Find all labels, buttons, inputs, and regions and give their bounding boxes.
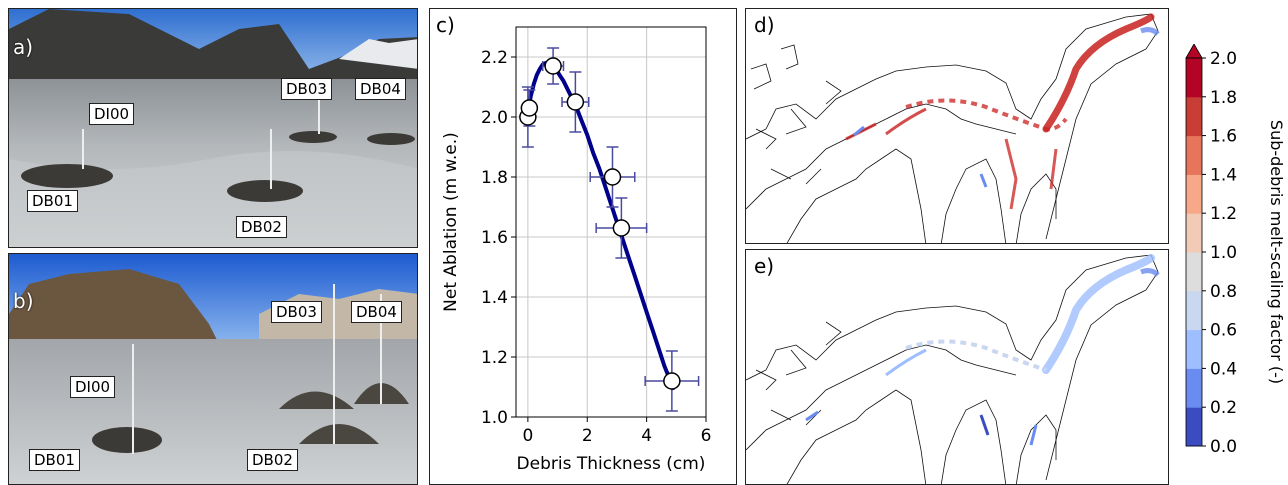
colorbar-tick-label: 1.4 xyxy=(1210,165,1237,185)
photo-panel-b: b) DI00 DB01 DB02 DB03 DB04 xyxy=(8,253,418,485)
fit-curve xyxy=(525,61,676,391)
colorbar-segment xyxy=(1186,174,1202,214)
colorbar-tick-label: 1.2 xyxy=(1210,204,1237,224)
photo-b-label-db01: DB01 xyxy=(29,449,80,471)
photo-b-image xyxy=(9,254,417,484)
plot-frame xyxy=(515,26,707,418)
y-tick-label: 2.0 xyxy=(481,108,508,128)
x-tick-label: 2 xyxy=(582,426,593,446)
x-tick-label: 4 xyxy=(641,426,652,446)
photo-a-label-db02: DB02 xyxy=(236,216,287,238)
colorbar-segment xyxy=(1186,329,1202,369)
map-d-letter: d) xyxy=(754,13,775,37)
x-axis-label: Debris Thickness (cm) xyxy=(517,454,706,474)
net-ablation-chart: 0 2 4 6 1.0 1.2 1.4 1.6 1.8 2.0 2.2 Debris Thicknes… xyxy=(441,26,712,474)
colorbar-tick-label: 1.6 xyxy=(1210,127,1237,147)
colorbar-tick-label: 0.4 xyxy=(1210,359,1237,379)
map-panel-e: e) xyxy=(745,249,1169,485)
colorbar-segment xyxy=(1186,96,1202,137)
photo-panel-a: a) DI00 DB01 DB02 DB03 DB04 xyxy=(8,8,418,248)
photo-b-letter: b) xyxy=(13,289,34,313)
data-point xyxy=(603,168,622,186)
y-tick-label: 1.8 xyxy=(481,168,508,188)
colorbar-tick-label: 1.8 xyxy=(1210,88,1237,108)
colorbar-tick-label: 2.0 xyxy=(1210,49,1237,69)
photo-b-label-db04: DB04 xyxy=(351,301,402,323)
y-tick-label: 1.6 xyxy=(481,228,508,248)
data-point xyxy=(663,372,681,390)
data-point xyxy=(544,57,562,75)
colorbar-segment xyxy=(1186,252,1202,292)
photo-a-label-db03: DB03 xyxy=(281,78,332,100)
colorbar-segment xyxy=(1186,407,1202,447)
colorbar-segment xyxy=(1186,368,1202,408)
colorbar-tick-label: 0.0 xyxy=(1210,437,1237,457)
colorbar-label: Sub-debris melt-scaling factor (-) xyxy=(1267,120,1286,384)
map-panel-d: d) xyxy=(745,8,1169,244)
y-tick-label: 2.2 xyxy=(481,48,508,68)
data-point xyxy=(566,93,585,111)
y-axis-label: Net Ablation (m w.e.) xyxy=(441,132,461,312)
map-e-image xyxy=(746,254,1160,484)
photo-a-label-db01: DB01 xyxy=(27,190,78,212)
photo-a-label-di00: DI00 xyxy=(89,103,135,125)
melt-scaling-colorbar: 2.0 1.8 1.6 1.4 1.2 1.0 0.8 0.6 0.4 0.2 0.0 Sub-deb… xyxy=(1185,44,1286,457)
data-point xyxy=(520,99,539,117)
photo-a-letter: a) xyxy=(13,35,34,59)
colorbar-segment xyxy=(1186,135,1202,175)
chart-panel-c: c) 0 2 4 6 1.0 1.2 1.4 1.6 1.8 2.0 2.2 Debris Thick… xyxy=(429,8,737,485)
photo-b-label-db02: DB02 xyxy=(247,449,298,471)
x-tick-label: 0 xyxy=(522,426,533,446)
photo-a-image xyxy=(9,9,417,247)
photo-b-label-db03: DB03 xyxy=(271,301,322,323)
chart-c-letter: c) xyxy=(436,13,455,37)
y-tick-label: 1.2 xyxy=(481,348,508,368)
y-tick-label: 1.4 xyxy=(481,288,508,308)
data-point xyxy=(612,219,631,237)
colorbar-tick-label: 0.8 xyxy=(1210,282,1237,302)
colorbar-segment xyxy=(1186,213,1202,253)
x-tick-label: 6 xyxy=(701,426,712,446)
colorbar-tick-label: 1.0 xyxy=(1210,243,1237,263)
photo-b-label-di00: DI00 xyxy=(70,376,116,398)
y-tick-label: 1.0 xyxy=(481,408,508,428)
colorbar-tick-label: 0.2 xyxy=(1210,398,1237,418)
colorbar-extend-triangle xyxy=(1185,44,1203,59)
colorbar-tick-label: 0.6 xyxy=(1210,321,1237,341)
map-e-letter: e) xyxy=(754,254,775,278)
photo-a-label-db04: DB04 xyxy=(355,78,406,100)
colorbar-segment xyxy=(1186,58,1202,98)
colorbar-segment xyxy=(1186,290,1202,331)
map-d-image xyxy=(746,13,1160,243)
